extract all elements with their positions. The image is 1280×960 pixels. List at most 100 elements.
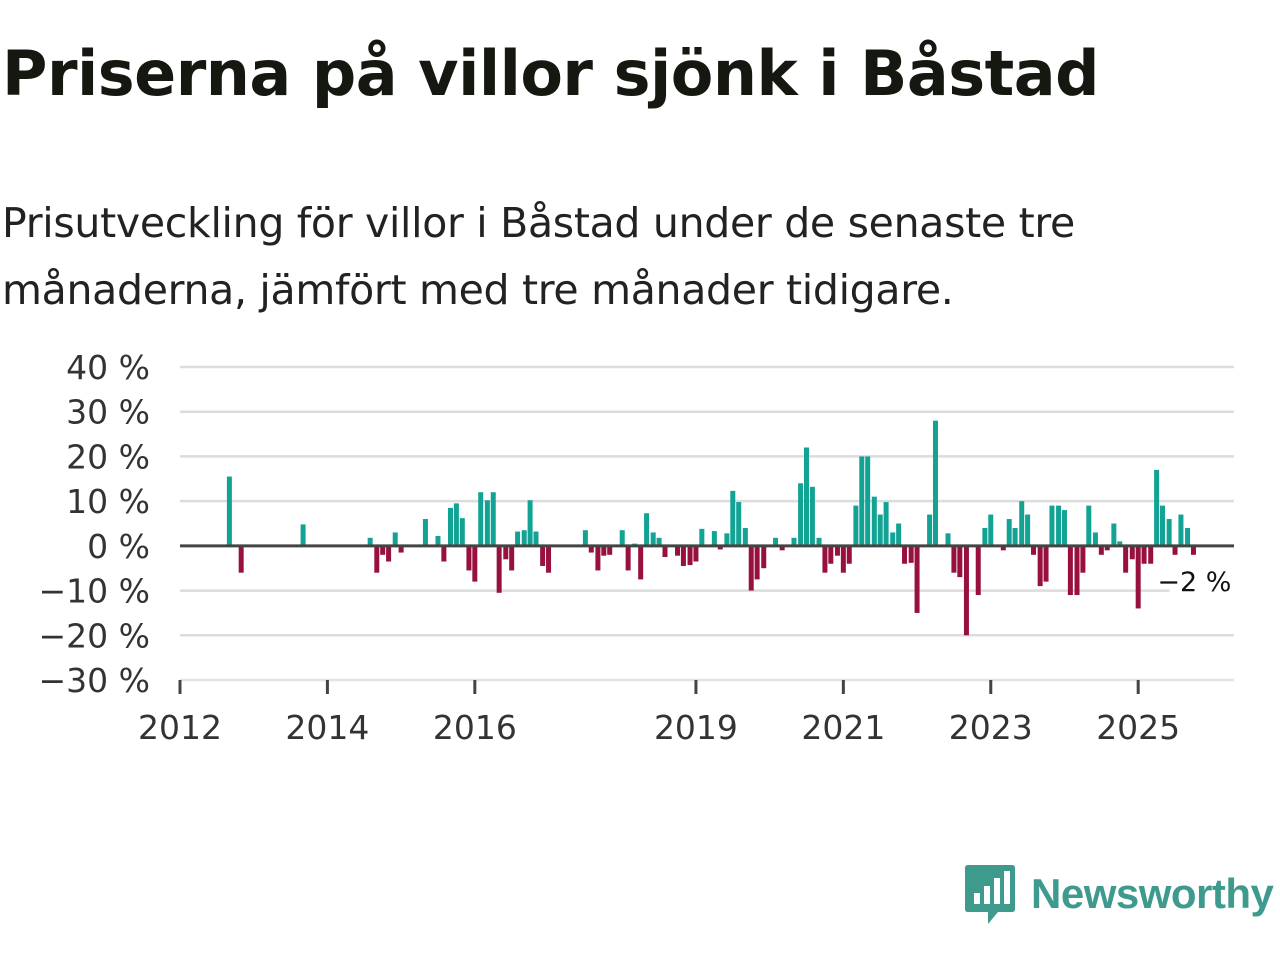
- bar: [490, 492, 496, 546]
- x-tick-label: 2019: [654, 708, 738, 747]
- bar: [441, 545, 447, 562]
- bar: [1123, 545, 1129, 573]
- bar-chart: 40 % 30 % 20 % 10 % 0 % −10 % −20 % −30 % 2012 20…: [39, 348, 1240, 747]
- bar: [515, 531, 521, 546]
- bar: [619, 530, 625, 546]
- bar: [687, 545, 693, 566]
- bar: [533, 531, 539, 546]
- bar: [1148, 545, 1154, 564]
- bar: [791, 537, 797, 546]
- bar: [809, 486, 815, 546]
- bar: [607, 545, 613, 555]
- bar: [1061, 510, 1067, 546]
- bar: [853, 505, 859, 546]
- x-tick-label: 2025: [1096, 708, 1180, 747]
- bar: [1049, 505, 1055, 546]
- bar: [1160, 505, 1166, 546]
- bar: [982, 527, 988, 546]
- y-tick-label: 0 %: [87, 527, 150, 566]
- bar: [871, 496, 877, 546]
- bar: [748, 545, 754, 591]
- bar: [883, 502, 889, 546]
- bar: [601, 545, 607, 556]
- bar: [1111, 523, 1117, 546]
- bar: [754, 545, 760, 580]
- bar: [496, 545, 502, 593]
- bar: [226, 476, 232, 546]
- bar: [466, 545, 472, 571]
- bar: [1012, 527, 1018, 546]
- bar: [902, 545, 908, 564]
- bar: [527, 500, 533, 546]
- bar: [1092, 532, 1098, 546]
- bar: [963, 545, 969, 636]
- x-tick-label: 2012: [138, 708, 222, 747]
- bar: [595, 545, 601, 571]
- bar: [779, 545, 785, 551]
- bar: [957, 545, 963, 578]
- bar: [804, 447, 810, 546]
- bar: [975, 545, 981, 596]
- bar: [386, 545, 392, 562]
- bar: [1006, 519, 1012, 546]
- bar: [484, 500, 490, 546]
- bar: [846, 545, 852, 564]
- bar: [693, 545, 699, 562]
- bar: [472, 545, 478, 582]
- bar: [453, 503, 459, 546]
- bar: [1067, 545, 1073, 596]
- bar: [1154, 469, 1160, 546]
- bar: [503, 545, 509, 560]
- bar: [877, 514, 883, 546]
- bar: [625, 545, 631, 571]
- bar: [521, 530, 527, 546]
- bar: [1031, 545, 1037, 555]
- bar: [988, 514, 994, 546]
- x-tick-label: 2016: [433, 708, 517, 747]
- bar: [914, 545, 920, 613]
- bar: [945, 533, 951, 546]
- bar: [650, 532, 656, 546]
- bar: [1117, 541, 1123, 546]
- bar: [890, 532, 896, 546]
- bar: [656, 537, 662, 546]
- bar: [798, 483, 804, 546]
- bar: [1025, 514, 1031, 546]
- brand-name: Newsworthy: [1031, 870, 1274, 917]
- bar: [1185, 527, 1191, 546]
- bar: [680, 545, 686, 566]
- bar: [1086, 505, 1092, 546]
- bar: [478, 492, 484, 546]
- bar: [392, 532, 398, 546]
- bar: [638, 545, 644, 580]
- bar: [724, 533, 730, 546]
- bar: [588, 545, 594, 553]
- brand-logo: Newsworthy: [963, 862, 1274, 926]
- bar: [300, 524, 306, 546]
- y-tick-label: −10 %: [39, 572, 151, 611]
- bar: [422, 519, 428, 546]
- bar: [662, 545, 668, 558]
- bar: [932, 420, 938, 546]
- bar: [865, 456, 871, 546]
- bar: [927, 514, 933, 546]
- bar: [908, 545, 914, 563]
- bar: [1141, 545, 1147, 564]
- bar: [1043, 545, 1049, 582]
- x-tick-label: 2021: [801, 708, 885, 747]
- bar: [711, 531, 717, 546]
- bar: [699, 528, 705, 546]
- bar: [374, 545, 380, 573]
- y-tick-label: 10 %: [66, 482, 150, 521]
- bar: [773, 537, 779, 546]
- bar: [1019, 501, 1025, 546]
- bar: [1178, 514, 1184, 546]
- bar: [238, 545, 244, 573]
- bar: [1037, 545, 1043, 587]
- bar: [816, 537, 822, 546]
- y-tick-label: −30 %: [39, 661, 151, 700]
- bar: [761, 545, 767, 569]
- chart-title: Priserna på villor sjönk i Båstad: [2, 37, 1100, 110]
- bar: [736, 502, 742, 546]
- x-tick-label: 2014: [285, 708, 369, 747]
